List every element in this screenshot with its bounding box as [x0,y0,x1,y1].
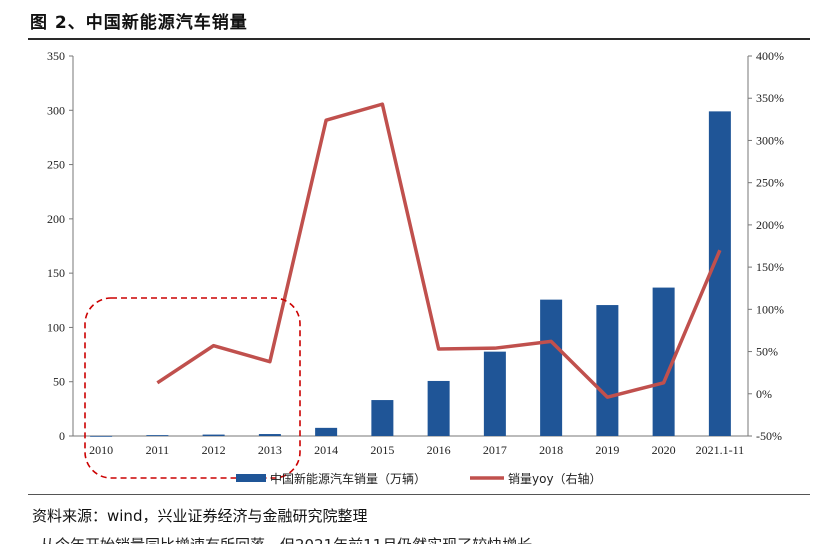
x-tick-label: 2012 [202,443,226,457]
right-tick-label: 100% [756,302,784,316]
left-tick-label: 100 [47,320,65,334]
sales-bar [483,351,506,436]
x-tick-label: 2019 [595,443,619,457]
sales-bar [90,435,113,437]
right-tick-label: 300% [756,133,784,147]
sales-bar [708,111,731,436]
sales-bar [258,434,281,436]
right-tick-label: 0% [756,387,772,401]
body-text-cutoff: 从今年开始销量同比增速有所回落，但2021年前11月仍然实现了较快增长 [40,534,532,544]
figure-title: 图 2、中国新能源汽车销量 [30,13,248,33]
highlight-dashed-box [84,297,301,479]
x-tick-label: 2014 [314,443,338,457]
x-tick-label: 2015 [370,443,394,457]
left-tick-label: 150 [47,266,65,280]
left-tick-label: 350 [47,49,65,63]
x-tick-label: 2018 [539,443,563,457]
right-tick-label: 50% [756,345,778,359]
legend-bar-swatch [236,474,266,482]
sales-bar [652,287,675,436]
sales-bar [427,380,450,436]
left-tick-label: 300 [47,103,65,117]
left-tick-label: 250 [47,158,65,172]
right-tick-label: 200% [756,218,784,232]
right-tick-label: 400% [756,49,784,63]
sales-bar [146,435,169,436]
source-divider [28,494,810,495]
x-tick-label: 2010 [89,443,113,457]
legend-bar-label: 中国新能源汽车销量（万辆） [270,471,426,486]
right-tick-label: 250% [756,176,784,190]
yoy-line [156,102,722,399]
sales-bar [315,427,338,436]
x-tick-label: 2011 [146,443,170,457]
x-tick-label: 2020 [652,443,676,457]
x-tick-label: 2021.1-11 [696,443,745,457]
left-tick-label: 200 [47,212,65,226]
left-tick-label: 50 [53,375,65,389]
source-note: 资料来源：wind，兴业证券经济与金融研究院整理 [32,507,368,525]
right-tick-label: -50% [756,429,782,443]
right-tick-label: 350% [756,91,784,105]
sales-bar [540,299,563,436]
sales-bar [202,434,225,436]
x-tick-label: 2017 [483,443,507,457]
sales-bar [371,400,394,436]
sales-bar [596,305,619,436]
right-tick-label: 150% [756,260,784,274]
x-tick-label: 2016 [427,443,451,457]
left-tick-label: 0 [59,429,65,443]
legend-line-label: 销量yoy（右轴） [508,471,602,486]
x-tick-label: 2013 [258,443,282,457]
title-divider [28,38,810,40]
